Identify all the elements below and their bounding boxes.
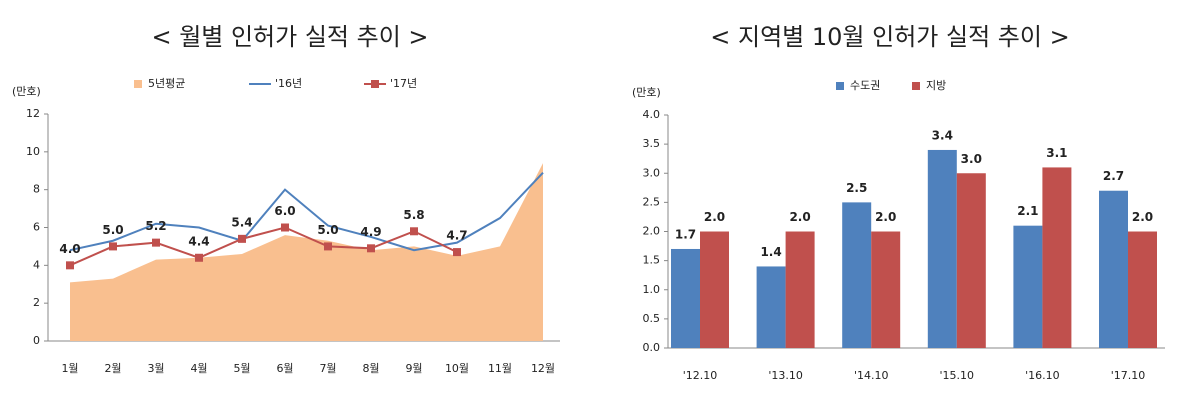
x-tick-label: '14.10 [854,369,889,382]
data-label: 5.0 [317,223,338,237]
bar [956,173,986,348]
y-tick-label: 2.0 [643,225,661,238]
y-tick-label: 12 [26,107,40,120]
bar [1013,225,1043,348]
data-label: 6.0 [274,204,295,218]
bar [1099,190,1128,348]
y-tick-label: 1.0 [643,283,661,296]
y-tick-label: 0.5 [643,312,661,325]
bar [1042,167,1072,348]
bar [871,231,901,348]
legend-label: '17년 [390,77,417,90]
data-label: 4.0 [59,242,80,256]
y-tick-label: 6 [33,221,40,234]
marker [324,242,332,251]
y-tick-label: 0 [33,334,40,347]
y-axis-label: (만호) [12,85,41,98]
data-label: 2.7 [1103,169,1124,183]
marker [152,238,160,247]
marker [367,244,375,253]
x-tick-label: 10월 [445,362,469,375]
marker [109,242,117,251]
y-tick-label: 10 [26,145,40,158]
x-tick-label: 4월 [190,362,207,375]
x-tick-label: '15.10 [940,369,975,382]
chart-title: < 지역별 10월 인허가 실적 추이 > [710,23,1069,51]
bar [785,231,815,348]
data-label: 5.4 [231,215,252,229]
bar [756,266,786,348]
legend-marker [371,80,379,88]
data-label: 2.0 [789,210,810,224]
data-label: 5.8 [403,208,424,222]
line [69,226,458,267]
chart-title: < 월별 인허가 실적 추이 > [151,23,428,51]
line [69,171,544,252]
y-tick-label: 3.0 [643,166,661,179]
y-tick-label: 2.5 [643,195,661,208]
legend-label: 지방 [926,79,946,92]
y-tick-label: 0.0 [643,341,661,354]
marker [66,261,74,270]
x-tick-label: 3월 [147,362,164,375]
x-tick-label: '13.10 [768,369,803,382]
y-tick-label: 4.0 [643,108,661,121]
data-label: 5.2 [145,219,166,233]
y-axis-label: (만호) [632,86,661,99]
x-tick-label: 5월 [233,362,250,375]
legend-swatch [836,82,844,90]
y-tick-label: 2 [33,296,40,309]
marker [453,248,461,257]
x-tick-label: 9월 [405,362,422,375]
y-tick-label: 1.5 [643,254,661,267]
data-label: 3.1 [1046,146,1067,160]
x-tick-label: 6월 [276,362,293,375]
data-label: 2.1 [1017,204,1038,218]
marker [238,234,246,243]
x-tick-label: 2월 [104,362,121,375]
data-label: 1.7 [675,227,696,241]
bar [700,231,729,348]
bar [842,202,872,348]
marker [195,253,203,262]
y-tick-label: 4 [33,258,40,271]
legend-swatch [912,82,920,90]
x-tick-label: '12.10 [683,369,718,382]
data-label: 3.0 [961,152,982,166]
data-label: 4.9 [360,225,381,239]
x-tick-label: 12월 [531,362,555,375]
data-label: 1.4 [760,245,781,259]
marker [410,227,418,236]
legend-label: 5년평균 [148,77,185,90]
data-label: 4.7 [446,229,467,243]
legend-swatch [134,80,142,88]
data-label: 3.4 [932,128,953,142]
x-tick-label: 8월 [362,362,379,375]
data-label: 4.4 [188,234,209,248]
data-label: 2.0 [875,210,896,224]
legend-label: 수도권 [850,79,880,92]
bar [927,149,957,348]
y-tick-label: 3.5 [643,137,661,150]
legend-label: '16년 [275,77,302,90]
y-tick-label: 8 [33,183,40,196]
x-tick-label: '16.10 [1025,369,1060,382]
data-label: 2.0 [1132,210,1153,224]
data-label: 2.0 [704,210,725,224]
x-tick-label: 7월 [319,362,336,375]
marker [281,223,289,232]
x-tick-label: 11월 [488,362,512,375]
x-tick-label: 1월 [61,362,78,375]
data-label: 2.5 [846,181,867,195]
bar [1128,231,1157,348]
data-label: 5.0 [102,223,123,237]
x-tick-label: '17.10 [1111,369,1146,382]
area [70,163,543,341]
bar [671,248,700,348]
